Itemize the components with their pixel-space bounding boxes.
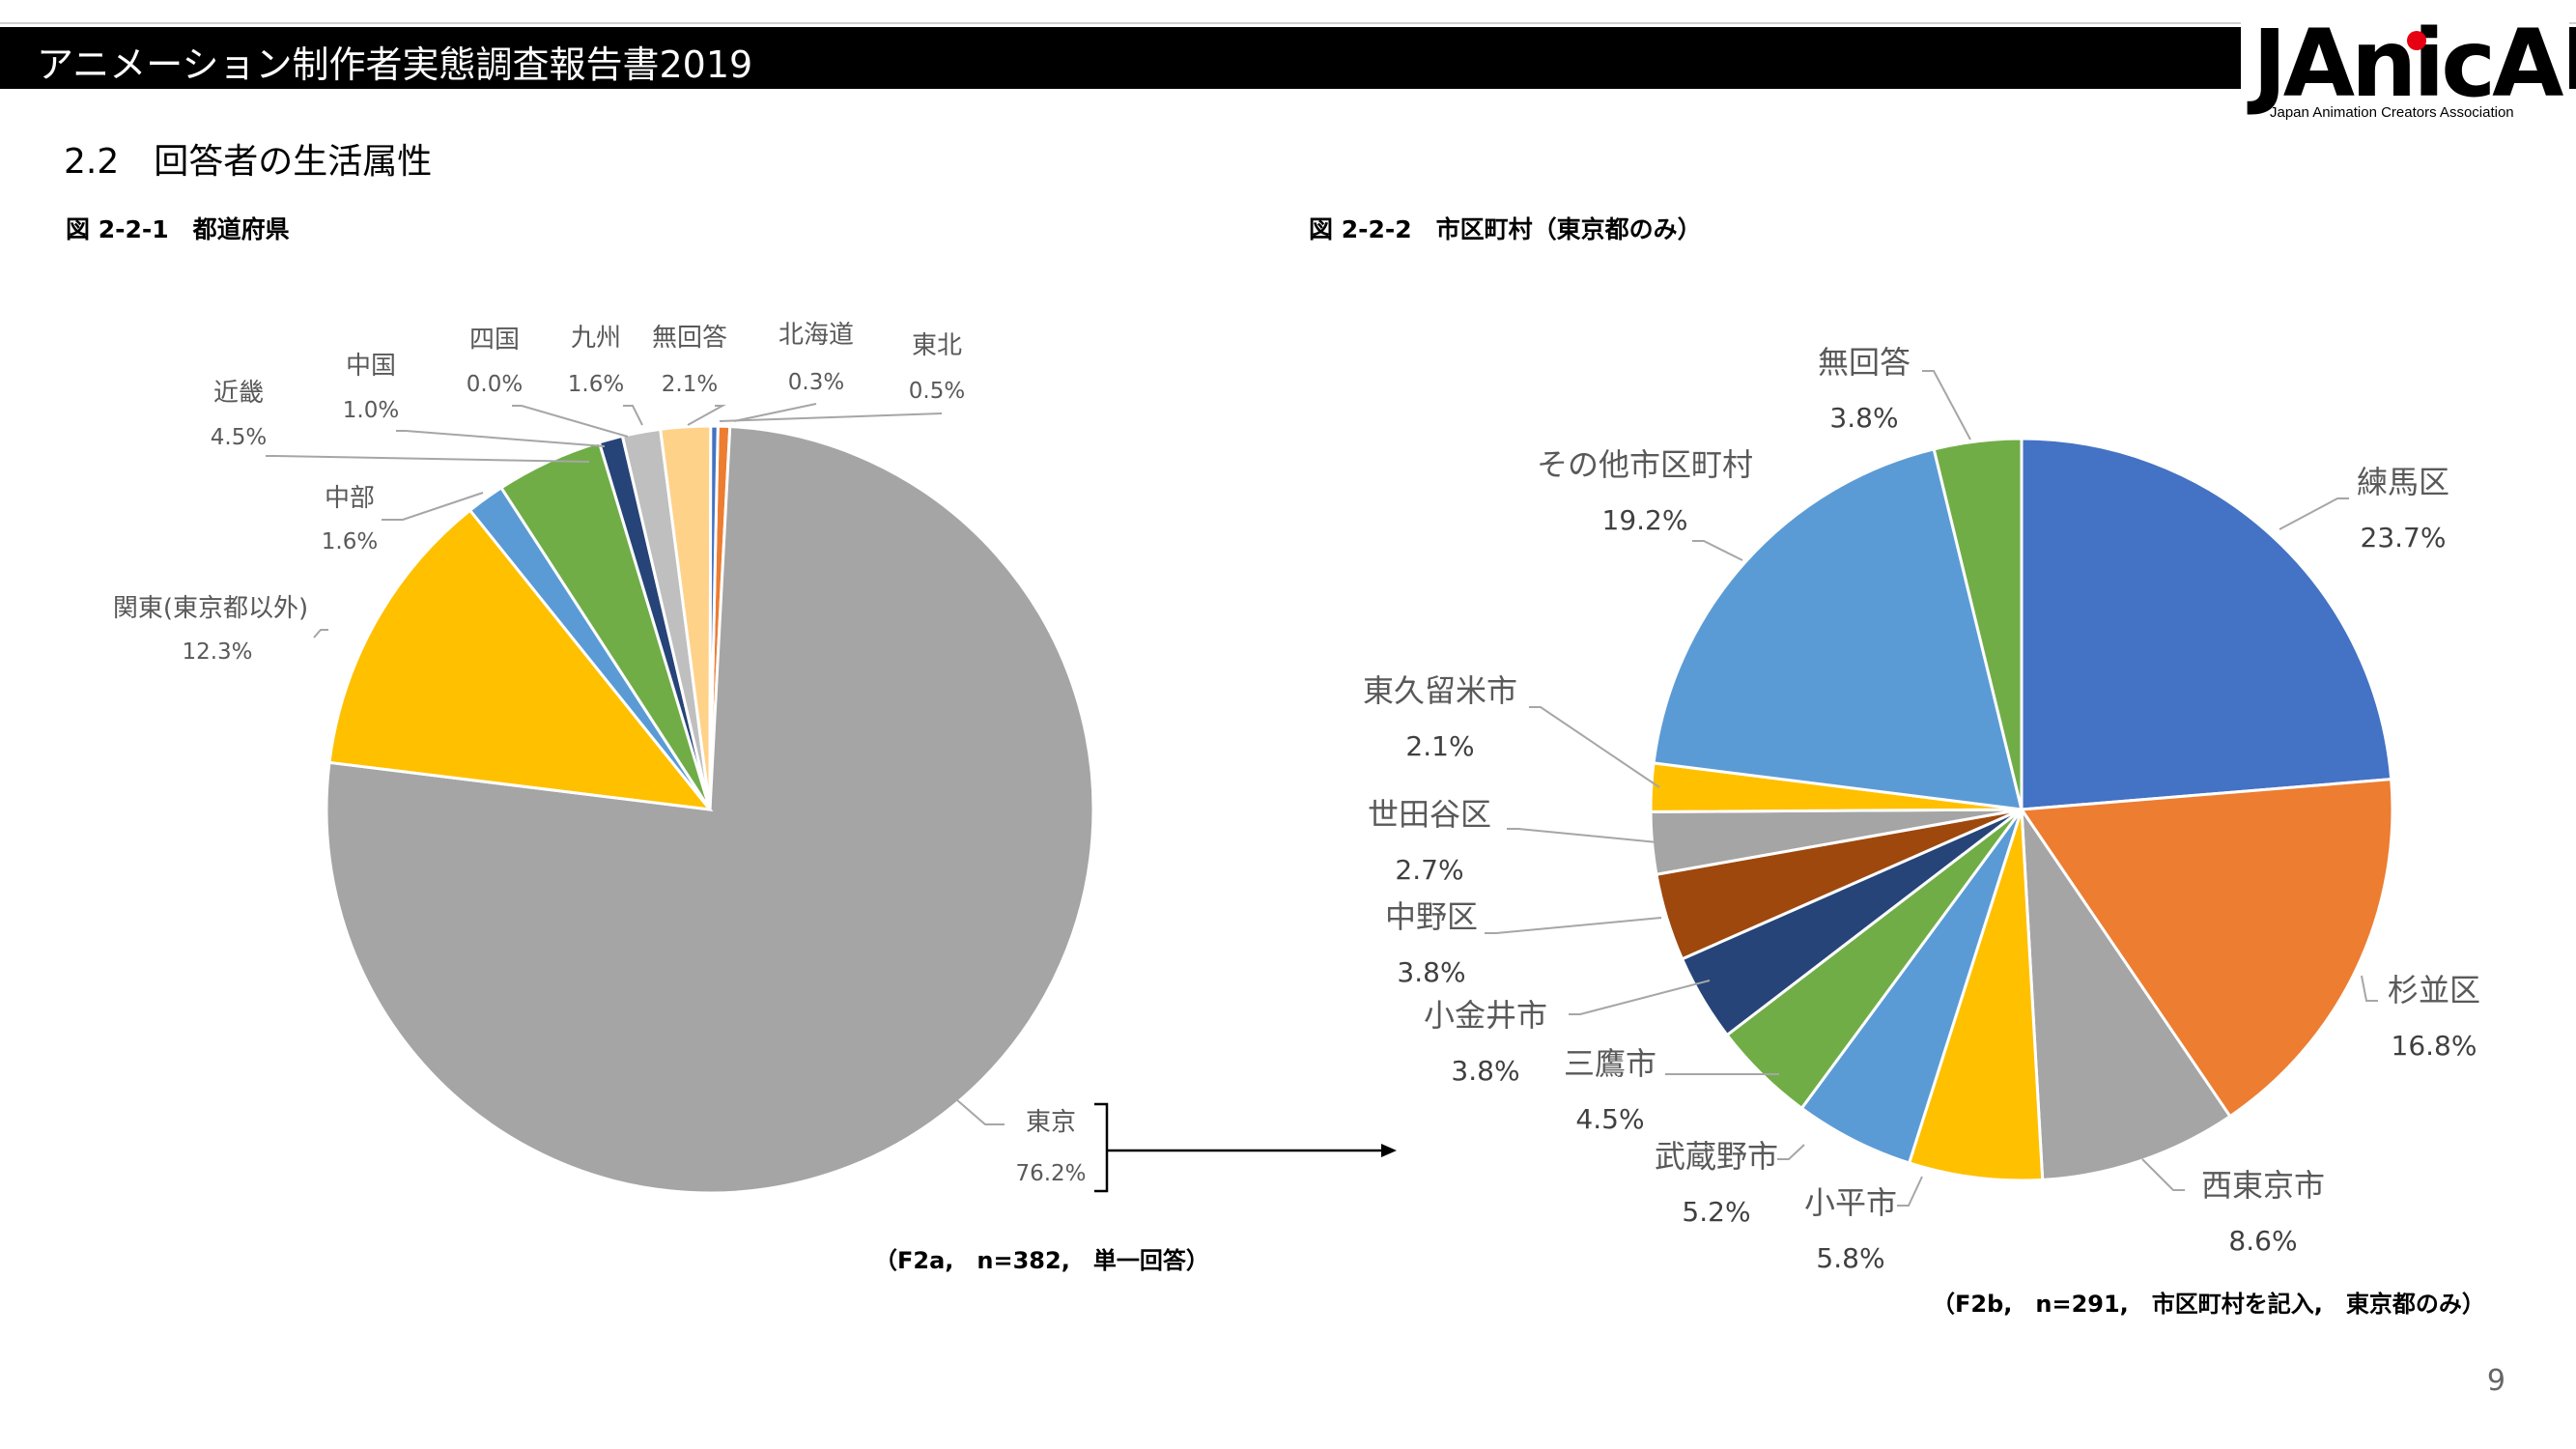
- pie2-leader-line: [1777, 1144, 1805, 1160]
- pie2-category-label: 小平市: [1804, 1184, 1897, 1221]
- pie-slice: [1907, 809, 2045, 1182]
- pie1-value-label: 4.5%: [211, 425, 267, 450]
- page-number: 9: [2486, 1364, 2505, 1398]
- pie1-category-label: 東北: [912, 331, 962, 360]
- logo-subtitle: Japan Animation Creators Association: [2270, 104, 2514, 121]
- pie1-category-label: 四国: [469, 326, 520, 355]
- pie1-leader-line: [382, 492, 484, 521]
- section-title: 2.2 回答者の生活属性: [64, 142, 433, 182]
- pie-chart-prefectures: [325, 424, 1095, 1195]
- pie2-category-label: 三鷹市: [1564, 1045, 1656, 1082]
- pie2-value-label: 2.1%: [1405, 730, 1474, 762]
- pie1-leader-line: [623, 405, 643, 426]
- pie1-value-label: 1.6%: [322, 529, 378, 554]
- pie2-leader-line: [1569, 980, 1711, 1015]
- report-title: アニメーション制作者実態調査報告書2019: [37, 43, 753, 86]
- pie1-category-label: 九州: [571, 324, 621, 353]
- pie2-value-label: 4.5%: [1575, 1103, 1644, 1135]
- pie1-leader-line: [733, 403, 817, 422]
- figure2-note: （F2b, n=291, 市区町村を記入, 東京都のみ）: [1932, 1291, 2485, 1318]
- pie1-leader-line: [512, 405, 629, 438]
- pie2-category-label: 練馬区: [2357, 464, 2449, 500]
- pie-slice: [2020, 804, 2232, 1181]
- pie1-leader-line: [313, 629, 328, 639]
- figure1-note: （F2a, n=382, 単一回答）: [874, 1247, 1209, 1274]
- pie-slice: [327, 508, 714, 811]
- connector-arrow-head: [1381, 1144, 1397, 1157]
- pie1-leader-line: [955, 1098, 1005, 1125]
- pie1-category-label: 中部: [325, 484, 375, 513]
- pie2-value-label: 2.7%: [1395, 854, 1463, 886]
- pie1-category-label: 無回答: [652, 324, 727, 353]
- pie1-value-label: 2.1%: [662, 372, 718, 397]
- pie2-value-label: 3.8%: [1451, 1055, 1519, 1087]
- pie2-value-label: 8.6%: [2228, 1225, 2297, 1257]
- pie2-category-label: 世田谷区: [1368, 796, 1491, 833]
- pie2-value-label: 19.2%: [1602, 504, 1688, 536]
- pie2-value-label: 23.7%: [2361, 522, 2447, 554]
- pie1-leader-line: [719, 412, 943, 422]
- pie1-labels: 東京 76.2% 関東(東京都以外) 12.3% 中部 1.6% 近畿 4.5% 中国 1.0% 四…: [113, 321, 1087, 1186]
- pie1-value-label: 12.3%: [182, 639, 252, 665]
- pie1-category-label: 近畿: [213, 379, 264, 408]
- pie1-value-label: 1.6%: [568, 372, 624, 397]
- pie1-leader-line: [266, 455, 590, 463]
- pie2-value-label: 16.8%: [2392, 1030, 2477, 1062]
- pie2-leader-line: [1485, 917, 1662, 934]
- pie2-value-label: 5.2%: [1682, 1196, 1750, 1228]
- pie1-value-label: 0.0%: [467, 372, 523, 397]
- pie2-value-label: 3.8%: [1397, 956, 1465, 988]
- pie2-leader-line: [1529, 706, 1660, 788]
- pie2-category-label: 西東京市: [2201, 1167, 2325, 1204]
- pie2-leader-line: [2141, 1158, 2185, 1191]
- pie2-category-label: その他市区町村: [1537, 446, 1753, 483]
- pie1-leader-lines: [266, 403, 1005, 1125]
- pie2-leader-line: [2361, 975, 2378, 1002]
- pie2-category-label: 東久留米市: [1363, 672, 1517, 709]
- pie1-value-label: 0.5%: [909, 379, 965, 404]
- pie2-leader-line: [1897, 1176, 1923, 1207]
- pie2-leader-line: [1692, 540, 1743, 561]
- pie1-leader-line: [687, 405, 726, 426]
- pie2-leader-line: [1507, 828, 1658, 843]
- pie2-labels: 練馬区 23.7% 杉並区 16.8% 西東京市 8.6% 小平市 5.8% 武蔵野市 5.2% 三…: [1363, 344, 2480, 1274]
- pie2-category-label: 杉並区: [2388, 972, 2480, 1009]
- pie-slice: [1652, 447, 2024, 811]
- pie2-value-label: 5.8%: [1816, 1242, 1884, 1274]
- pie2-category-label: 小金井市: [1424, 997, 1547, 1034]
- pie1-value-label: 76.2%: [1015, 1161, 1086, 1186]
- pie2-value-label: 3.8%: [1829, 402, 1898, 434]
- pie2-category-label: 無回答: [1818, 344, 1911, 381]
- pie-slice: [2020, 437, 2393, 811]
- logo-red-dot: [2407, 31, 2426, 50]
- pie-slice: [2019, 778, 2394, 1119]
- tokyo-bracket: [1094, 1102, 1109, 1193]
- pie1-category-label: 中国: [346, 352, 396, 381]
- pie2-category-label: 中野区: [1385, 898, 1478, 935]
- pie1-category-label: 北海道: [778, 321, 854, 350]
- pie1-leader-line: [396, 430, 606, 447]
- pie-slice: [708, 424, 720, 810]
- pie2-leader-lines: [1485, 370, 2378, 1207]
- pie1-value-label: 1.0%: [343, 398, 399, 423]
- janica-logo: JAnicA Japan Animation Creators Associat…: [2241, 17, 2569, 124]
- header-divider: [0, 22, 2576, 24]
- pie1-category-label: 関東(東京都以外): [113, 594, 308, 623]
- pie2-leader-line: [2279, 497, 2349, 530]
- figure1-caption: 図 2-2-1 都道府県: [66, 215, 290, 243]
- logo-mark: JAnicA: [2252, 10, 2563, 118]
- pie1-value-label: 0.3%: [788, 370, 844, 395]
- pie2-leader-line: [1922, 370, 1971, 440]
- pie-chart-municipalities: [1649, 437, 2394, 1182]
- pie-slice: [1932, 437, 2024, 810]
- pie2-category-label: 武蔵野市: [1655, 1138, 1778, 1175]
- pie1-category-label: 東京: [1026, 1108, 1076, 1137]
- figure2-caption: 図 2-2-2 市区町村（東京都のみ）: [1309, 215, 1702, 243]
- header-bar: アニメーション制作者実態調査報告書2019: [0, 22, 2576, 89]
